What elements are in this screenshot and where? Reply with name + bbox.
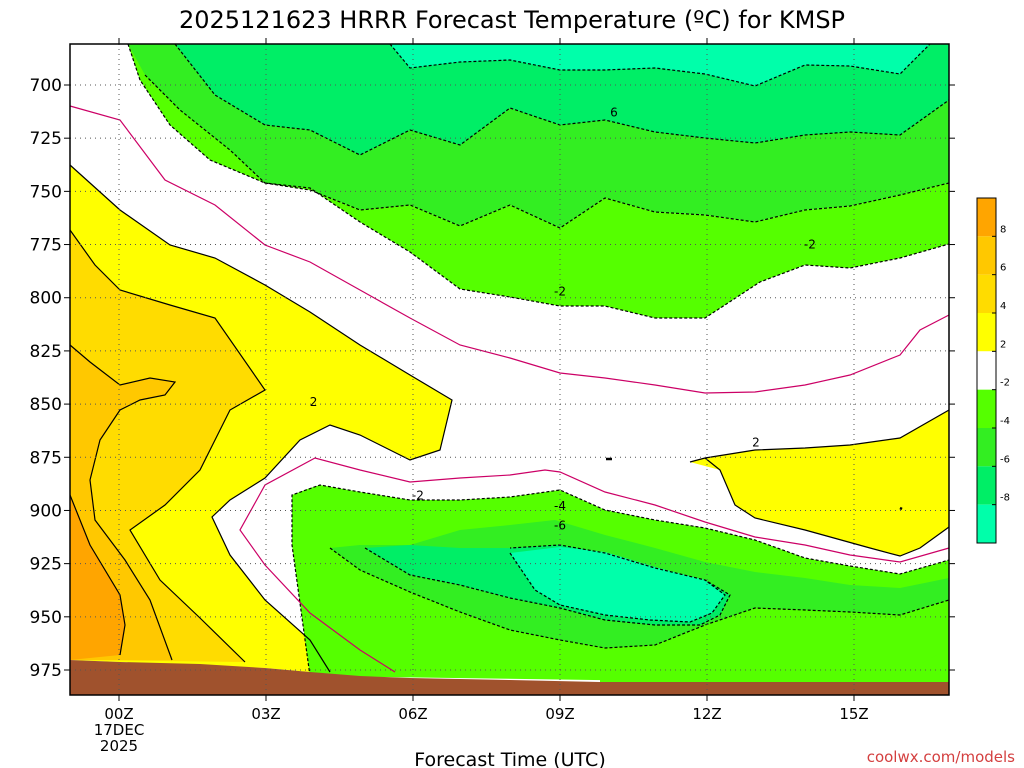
y-tick-label: 700 [30,76,62,96]
contour-label: 2 [310,395,318,409]
warm-band-2-4-right [690,410,949,556]
contour-speck-2 [899,506,903,511]
y-tick-label: 800 [30,289,62,309]
y-tick-label: 725 [30,129,62,149]
colorbar-swatch [977,504,996,543]
cold-surface-layer [600,648,949,685]
y-tick-label: 950 [30,608,62,628]
contour-4 [69,229,266,663]
x-tick-label: 03Z [251,705,280,723]
colorbar: 8 6 4 2 -2 -4 -6 -8 [976,197,1010,544]
x-tick-label: 12Z [692,705,721,723]
contour-minus4-lower [329,547,950,649]
y-tick-label: 750 [30,182,62,202]
contour-minus6-lower [364,544,731,626]
colorbar-label: -4 [1000,416,1010,427]
y-tick-label: 900 [30,501,62,521]
cold-band-minus8-upper [390,44,930,86]
cold-band-minus2-upper [128,44,949,318]
contour-label: 2 [752,435,760,449]
plot-area [69,43,950,695]
x-tick-date: 17DEC [94,721,145,739]
colorbar-swatch [977,236,996,275]
y-tick-label: 775 [30,236,62,256]
colorbar-swatch [977,274,996,313]
y-tick-label: 850 [30,395,62,415]
colorbar-swatch [977,351,996,390]
contour-label: 6 [610,106,618,120]
y-tick-label: 825 [30,342,62,362]
contour-minus8-lower [509,552,726,623]
cold-lobe-minus8 [510,547,725,622]
colorbar-label: 2 [1000,339,1006,350]
colorbar-swatch [977,198,996,237]
colorbar-label: -8 [1000,493,1010,504]
grid-lines [70,44,949,695]
x-tick-label: 15Z [839,705,868,723]
contour-0-lower [239,457,950,673]
contour-2-right-lower [704,457,950,557]
y-axis: 700 725 750 775 800 825 850 875 900 925 950 975 [30,76,955,681]
colorbar-label: 4 [1000,301,1006,312]
x-tick-label: 00Z [104,705,133,723]
contour-label: -4 [554,499,566,513]
y-tick-label: 975 [30,661,62,681]
contour-label: -2 [804,238,816,252]
contour-0-upper [69,105,950,394]
x-tick-year: 2025 [100,737,138,755]
colorbar-frame [976,197,997,544]
contour-label: -2 [412,489,424,503]
colorbar-label: 6 [1000,263,1006,274]
colorbar-swatch [977,466,996,505]
contour-minus2-mid [144,74,950,319]
chart-title: 2025121623 HRRR Forecast Temperature (ºC… [179,6,845,34]
contour-labels: 6 -2 -2 2 2 -2 -4 -6 [310,106,816,533]
contour-8 [69,494,126,656]
warm-band-2-4 [70,165,452,672]
colorbar-swatch [977,389,996,428]
plot-frame [69,43,950,696]
contour-2-left [69,164,453,673]
contour-minus2-lower [291,484,950,677]
colorbar-swatch [977,313,996,352]
x-tick-label: 09Z [545,705,574,723]
contour-label: -2 [554,284,566,298]
contour-minus8-upper [389,43,931,87]
x-axis-label: Forecast Time (UTC) [414,749,605,768]
y-tick-label: 925 [30,555,62,575]
colorbar-label: -6 [1000,454,1010,465]
credit-link[interactable]: coolwx.com/models [867,748,1015,766]
colorbar-label: -2 [1000,378,1010,389]
warm-band-8-10 [70,495,125,660]
contour-6 [69,344,177,661]
terrain [70,660,949,695]
x-tick-label: 06Z [398,705,427,723]
contour-label: -6 [554,518,566,532]
colorbar-label: 8 [1000,224,1006,235]
colorbar-swatch [977,428,996,467]
y-tick-label: 875 [30,448,62,468]
contour-minus2-upper [127,43,950,229]
